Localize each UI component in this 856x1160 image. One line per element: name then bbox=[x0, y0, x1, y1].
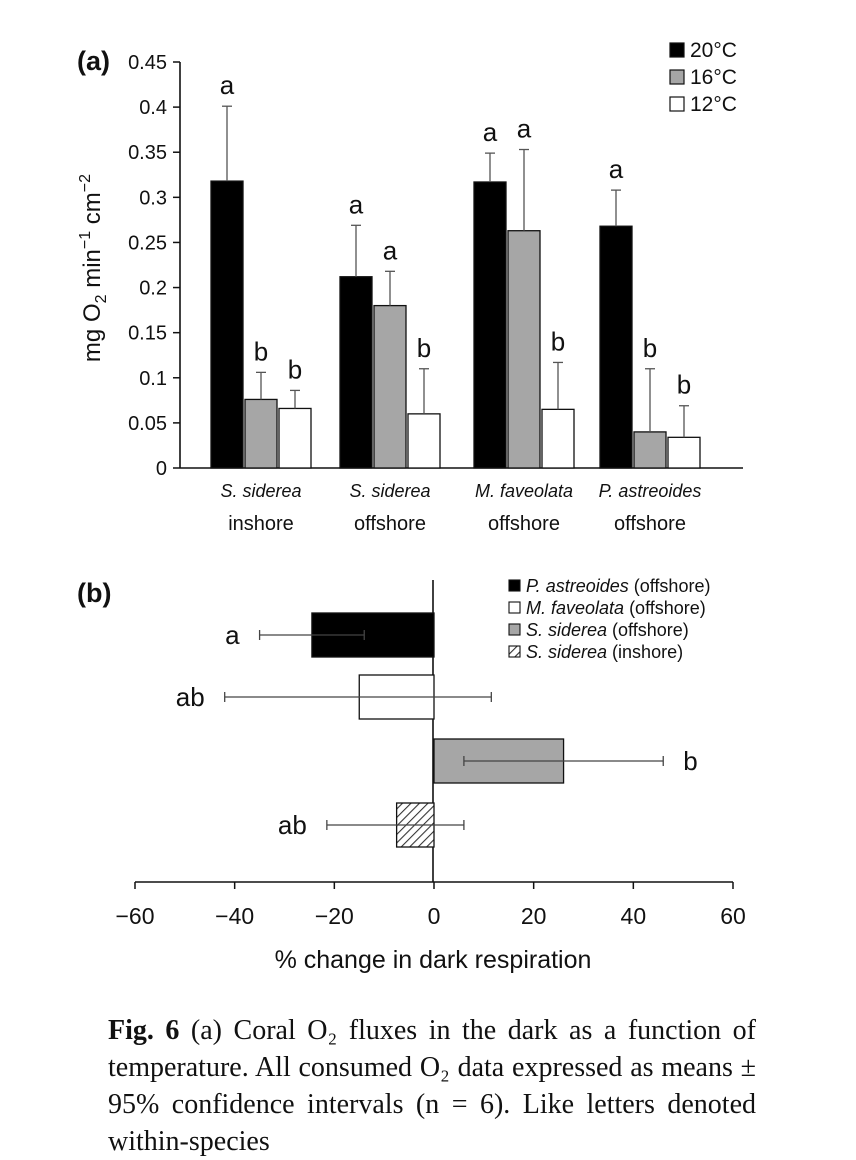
significance-letter: b bbox=[643, 333, 657, 363]
significance-letter: a bbox=[220, 70, 235, 100]
x-tick-label: −40 bbox=[215, 903, 254, 929]
caption-text: (a) Coral O₂ fluxes in the dark as a fun… bbox=[108, 1015, 756, 1157]
legend-label: 12°C bbox=[690, 93, 737, 116]
significance-letter: a bbox=[517, 114, 532, 144]
legend-site: (offshore) bbox=[607, 620, 689, 640]
x-tick-label: −20 bbox=[315, 903, 354, 929]
bar-12°C-4 bbox=[667, 436, 701, 469]
panel-b-bars: a ab b ab bbox=[176, 612, 698, 848]
panel-b-chart: (b) −60 −40 −20 0 20 40 60 a ab b ab P. astreoide… bbox=[77, 576, 746, 974]
bar-20°C-1 bbox=[210, 180, 244, 469]
bar-12°C-1 bbox=[278, 407, 312, 469]
y-tick-label: 0.45 bbox=[128, 52, 167, 74]
legend-species: M. faveolata bbox=[526, 598, 624, 618]
significance-letter: a bbox=[609, 154, 624, 184]
x-tick-label: 20 bbox=[521, 903, 547, 929]
significance-letter: a bbox=[225, 620, 240, 650]
significance-letter: b bbox=[254, 336, 268, 366]
legend-swatch bbox=[508, 601, 521, 614]
significance-letter: b bbox=[677, 370, 691, 400]
bar-16°C-1 bbox=[244, 398, 278, 469]
significance-letter: b bbox=[551, 326, 565, 356]
panel-b-x-axis-label: % change in dark respiration bbox=[275, 946, 592, 974]
panel-a-label: (a) bbox=[77, 46, 110, 76]
legend-site: (offshore) bbox=[629, 576, 711, 596]
bar-20°C-2 bbox=[339, 276, 373, 469]
legend-species: S. siderea bbox=[526, 620, 607, 640]
significance-letter: b bbox=[683, 746, 697, 776]
category-site-label: inshore bbox=[228, 513, 294, 535]
legend-label: M. faveolata (offshore) bbox=[526, 598, 706, 618]
legend-species: S. siderea bbox=[526, 642, 607, 662]
legend-label: P. astreoides (offshore) bbox=[526, 576, 710, 596]
figure-caption: Fig. 6 (a) Coral O₂ fluxes in the dark a… bbox=[108, 1012, 756, 1160]
y-tick-label: 0 bbox=[156, 458, 167, 480]
legend-label: S. siderea (offshore) bbox=[526, 620, 689, 640]
y-tick-label: 0.25 bbox=[128, 232, 167, 254]
significance-letter: ab bbox=[278, 810, 307, 840]
category-site-label: offshore bbox=[354, 513, 426, 535]
significance-letter: b bbox=[288, 354, 302, 384]
significance-letter: a bbox=[483, 117, 498, 147]
bar-20°C-3 bbox=[473, 181, 507, 469]
legend-label: 20°C bbox=[690, 39, 737, 62]
legend-species: P. astreoides bbox=[526, 576, 629, 596]
bar-20°C-4 bbox=[599, 225, 633, 469]
panel-a-y-ticks: 0 0.05 0.1 0.15 0.2 0.25 0.3 0.35 0.4 0.45 bbox=[128, 52, 180, 480]
significance-letter: a bbox=[349, 189, 364, 219]
panel-b-x-ticks: −60 −40 −20 0 20 40 60 bbox=[115, 882, 746, 929]
category-species-label: S. siderea bbox=[349, 481, 430, 501]
y-tick-label: 0.05 bbox=[128, 413, 167, 435]
bar-12°C-2 bbox=[407, 413, 441, 469]
bar-12°C-3 bbox=[541, 408, 575, 469]
legend-swatch bbox=[508, 623, 521, 636]
category-site-label: offshore bbox=[614, 513, 686, 535]
caption-fig-label: Fig. 6 bbox=[108, 1015, 180, 1046]
legend-site: (inshore) bbox=[607, 642, 683, 662]
legend-label: 16°C bbox=[690, 66, 737, 89]
significance-letter: b bbox=[417, 333, 431, 363]
legend-swatch bbox=[669, 42, 685, 58]
panel-a-y-axis-label: mg O2 min−1 cm−2 bbox=[77, 174, 110, 362]
legend-label: S. siderea (inshore) bbox=[526, 642, 683, 662]
legend-swatch bbox=[508, 579, 521, 592]
panel-a-legend: 20°C 16°C 12°C bbox=[669, 39, 737, 116]
category-species-label: P. astreoides bbox=[599, 481, 702, 501]
legend-swatch bbox=[669, 69, 685, 85]
panel-a-category-labels: S. siderea inshore S. siderea offshore M. fa… bbox=[220, 481, 701, 535]
y-tick-label: 0.4 bbox=[139, 97, 167, 119]
x-tick-label: −60 bbox=[115, 903, 154, 929]
bar-16°C-2 bbox=[373, 304, 407, 469]
x-tick-label: 60 bbox=[720, 903, 746, 929]
legend-site: (offshore) bbox=[624, 598, 706, 618]
bar-16°C-4 bbox=[633, 431, 667, 469]
x-tick-label: 0 bbox=[428, 903, 441, 929]
y-tick-label: 0.2 bbox=[139, 278, 167, 300]
significance-letter: ab bbox=[176, 682, 205, 712]
significance-letter: a bbox=[383, 235, 398, 265]
category-species-label: M. faveolata bbox=[475, 481, 573, 501]
x-tick-label: 40 bbox=[621, 903, 647, 929]
bar-16°C-3 bbox=[507, 230, 541, 469]
y-tick-label: 0.1 bbox=[139, 368, 167, 390]
panel-b-legend: P. astreoides (offshore)M. faveolata (of… bbox=[508, 576, 710, 662]
legend-swatch bbox=[508, 645, 521, 658]
panel-b-label: (b) bbox=[77, 578, 111, 608]
y-tick-label: 0.3 bbox=[139, 187, 167, 209]
category-site-label: offshore bbox=[488, 513, 560, 535]
legend-swatch bbox=[669, 96, 685, 112]
category-species-label: S. siderea bbox=[220, 481, 301, 501]
panel-a-chart: (a) mg O2 min−1 cm−2 0 0.05 0.1 0.15 0.2 0.25… bbox=[77, 39, 743, 535]
y-tick-label: 0.15 bbox=[128, 323, 167, 345]
y-tick-label: 0.35 bbox=[128, 142, 167, 164]
figure: (a) mg O2 min−1 cm−2 0 0.05 0.1 0.15 0.2 0.25… bbox=[77, 39, 746, 974]
